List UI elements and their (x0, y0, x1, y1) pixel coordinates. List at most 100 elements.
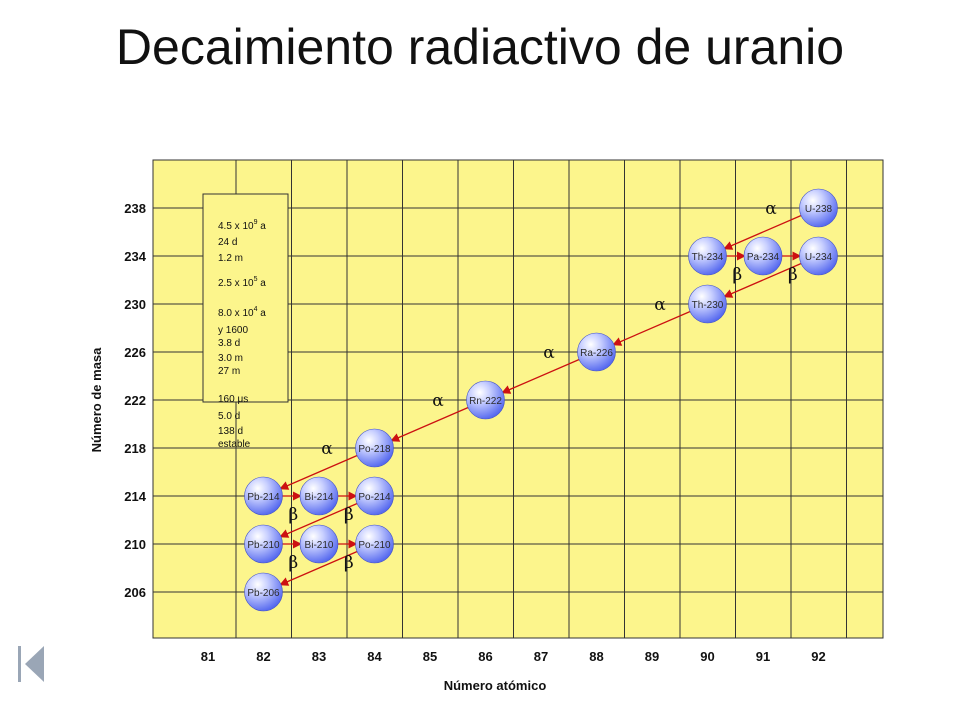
x-tick-label: 90 (700, 649, 714, 664)
half-life-entry: 4.5 x 109 a (218, 219, 266, 232)
y-tick-label: 222 (124, 393, 146, 408)
y-tick-label: 238 (124, 201, 146, 216)
nuclide-label: Bi-214 (305, 492, 334, 503)
nuclide-label: Po-214 (358, 492, 391, 503)
nuclide-ball (355, 524, 394, 564)
x-tick-label: 85 (423, 649, 437, 664)
decay-symbol-alpha: α (654, 295, 666, 315)
nuclide-label: Pb-206 (247, 588, 280, 599)
half-life-box: 4.5 x 109 a 24 d 1.2 m 2.5 x 105 a 8.0 x 104… (202, 193, 289, 450)
half-life-entry: 160 μs (218, 394, 248, 405)
x-tick-label: 83 (312, 649, 326, 664)
decay-arrow-alpha (501, 358, 582, 394)
nuclide-u-238: U-238 (799, 188, 838, 228)
nuclide-label: U-234 (805, 252, 833, 263)
decay-symbol-alpha: α (543, 343, 555, 363)
nuclide-pb-214: Pb-214 (244, 476, 283, 516)
nuclide-ball (355, 428, 394, 468)
page-title: Decaimiento radiactivo de uranio (115, 19, 845, 75)
y-tick-label: 230 (124, 297, 146, 312)
y-tick-label: 206 (124, 585, 146, 600)
half-life-entry: 24 d (218, 237, 237, 248)
decay-symbol-alpha: α (432, 391, 444, 411)
nuclide-bi-214: Bi-214 (299, 476, 339, 516)
nuclide-ball (799, 188, 838, 228)
first-slide-icon[interactable] (18, 646, 44, 682)
x-tick-label: 87 (534, 649, 548, 664)
nuclide-ball (688, 236, 727, 276)
nuclide-ball (577, 332, 616, 372)
nuclide-po-210: Po-210 (355, 524, 394, 564)
nuclide-ra-226: Ra-226 (577, 332, 616, 372)
half-life-entry: 5.0 d (218, 411, 240, 422)
nuclide-label: Rn-222 (469, 396, 502, 407)
nuclide-label: Ra-226 (580, 348, 613, 359)
nuclide-ball (688, 284, 727, 324)
y-axis-label: Número de masa (89, 347, 104, 453)
decay-symbol-alpha: α (765, 199, 777, 219)
x-tick-label: 84 (367, 649, 382, 664)
half-life-entry: 27 m (218, 366, 240, 377)
nuclide-label: U-238 (805, 204, 833, 215)
nuclide-bi-210: Bi-210 (299, 524, 339, 564)
nuclide-ball (244, 476, 283, 516)
x-tick-label: 88 (589, 649, 603, 664)
nuclide-po-214: Po-214 (355, 476, 394, 516)
decay-symbol-beta: β (788, 265, 798, 285)
decay-arrow-alpha (723, 262, 804, 298)
nuclide-label: Pb-210 (247, 540, 280, 551)
nuclide-u-234: U-234 (799, 236, 838, 276)
nuclide-label: Pa-234 (747, 252, 780, 263)
y-tick-label: 214 (124, 489, 146, 504)
nuclide-ball (355, 476, 394, 516)
decay-arrows (279, 214, 804, 586)
x-tick-label: 81 (201, 649, 215, 664)
nuclide-pa-234: Pa-234 (743, 236, 783, 276)
decay-arrow-alpha (279, 502, 360, 538)
nuclide-th-234: Th-234 (688, 236, 727, 276)
nuclide-th-230: Th-230 (688, 284, 727, 324)
decay-symbol-beta: β (732, 265, 742, 285)
decay-arrow-alpha (279, 454, 360, 490)
nuclide-ball (466, 380, 505, 420)
nuclide-label: Po-210 (358, 540, 391, 551)
x-tick-label: 82 (256, 649, 270, 664)
nuclide-po-218: Po-218 (355, 428, 394, 468)
half-life-entry: y 1600 (218, 325, 248, 336)
half-life-entry: 2.5 x 105 a (218, 276, 266, 289)
nuclides: U-238 Th-234 Pa-234 U-234 Th-230 Ra-226 Rn-222… (244, 188, 838, 612)
axis-ticks: 81 82 83 84 85 86 87 88 89 90 91 92 238 234 230 226 222 2… (89, 201, 826, 693)
decay-symbol-beta: β (344, 553, 354, 573)
decay-symbol-alpha: α (321, 439, 333, 459)
decay-arrow-alpha (390, 406, 471, 442)
decay-arrow-alpha (723, 214, 804, 250)
y-tick-label: 210 (124, 537, 146, 552)
decay-symbol-beta: β (344, 505, 354, 525)
nuclide-pb-210: Pb-210 (244, 524, 283, 564)
decay-arrow-alpha (279, 550, 360, 586)
half-life-frame (202, 193, 289, 403)
x-tick-label: 89 (645, 649, 659, 664)
half-life-entry: 3.8 d (218, 338, 240, 349)
x-tick-label: 86 (478, 649, 492, 664)
x-axis-label: Número atómico (444, 678, 547, 693)
half-life-entry: 8.0 x 104 a (218, 306, 266, 319)
half-life-entry: 138 d (218, 426, 243, 437)
nuclide-pb-206: Pb-206 (244, 572, 283, 612)
decay-symbol-beta: β (288, 553, 298, 573)
y-tick-label: 226 (124, 345, 146, 360)
nuclide-ball (299, 524, 339, 564)
decay-symbol-beta: β (288, 505, 298, 525)
nuclide-label: Bi-210 (305, 540, 334, 551)
nuclide-label: Pb-214 (247, 492, 280, 503)
nuclide-label: Th-234 (692, 252, 724, 263)
nuclide-ball (743, 236, 783, 276)
nuclide-rn-222: Rn-222 (466, 380, 505, 420)
nuclide-ball (799, 236, 838, 276)
nuclide-ball (244, 572, 283, 612)
nuclide-label: Th-230 (692, 300, 724, 311)
half-life-entry: 1.2 m (218, 253, 243, 264)
half-life-entry: estable (218, 439, 251, 450)
x-tick-label: 92 (811, 649, 825, 664)
